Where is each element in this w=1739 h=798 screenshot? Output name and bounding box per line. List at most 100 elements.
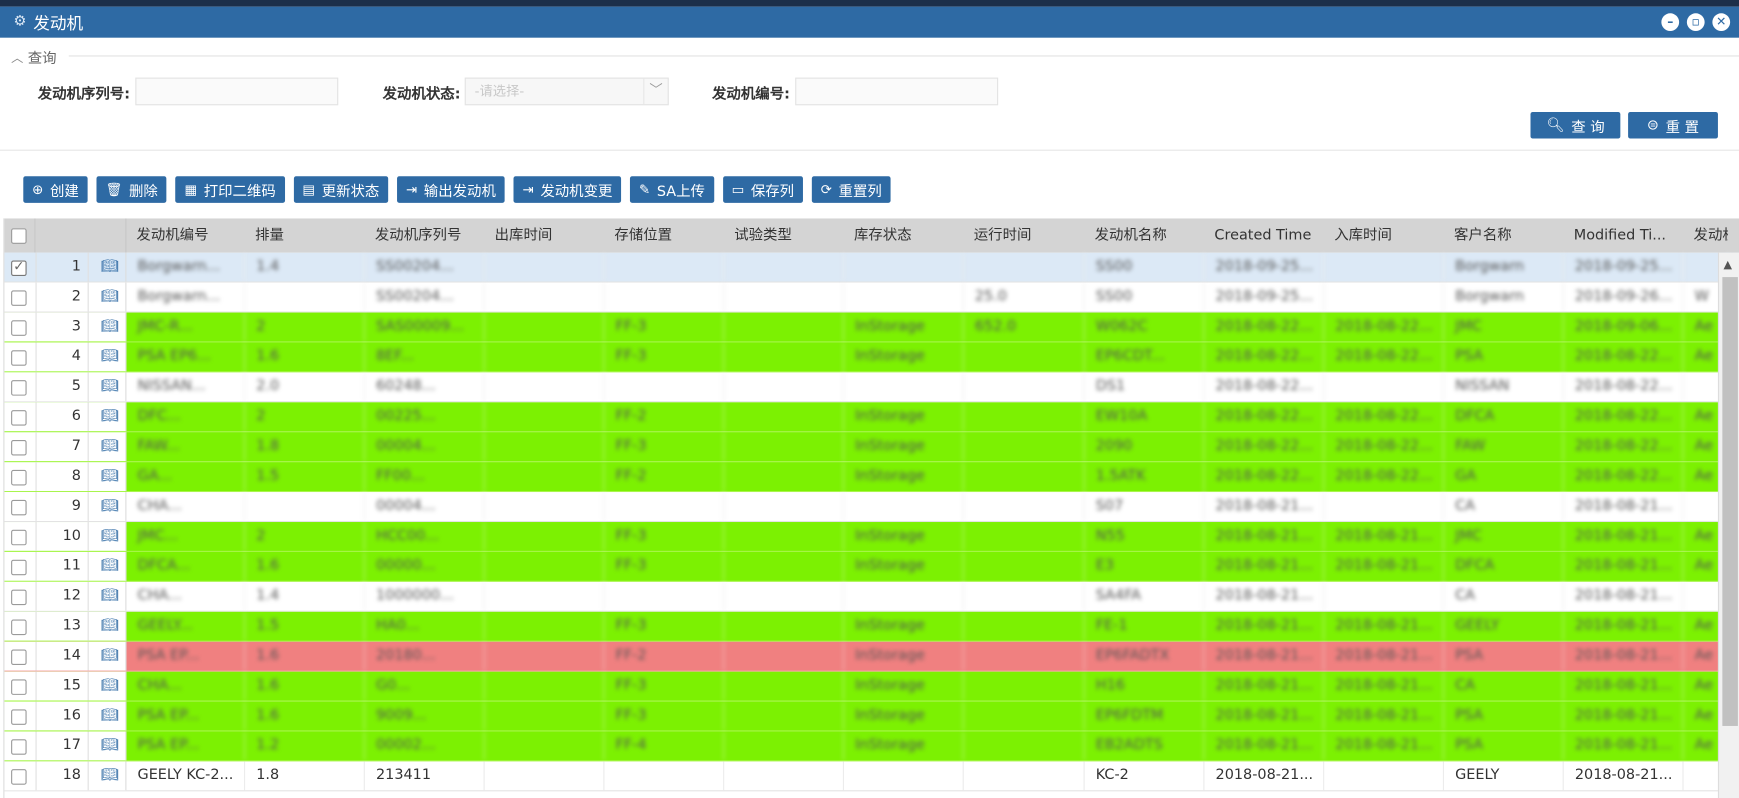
row-checkbox[interactable] bbox=[11, 649, 27, 665]
status-select[interactable]: -请选择- ﹀ bbox=[464, 77, 669, 106]
book-icon[interactable]: 📖︎ bbox=[100, 707, 119, 724]
table-row[interactable]: 4 📖︎ PSA EP6... 1.6 8EF... FF-3 InStorage EP6CD… bbox=[4, 342, 1739, 373]
book-icon[interactable]: 📖︎ bbox=[100, 437, 119, 455]
column-header[interactable]: 发动机名称 bbox=[1094, 227, 1167, 244]
maximize-icon[interactable]: ▫ bbox=[1686, 13, 1705, 32]
table-row[interactable]: 9 📖︎ CHA... 00004... S07 2018-08-21... CA 2018-… bbox=[4, 492, 1739, 523]
row-checkbox[interactable] bbox=[11, 320, 27, 336]
serial-input[interactable] bbox=[135, 77, 339, 106]
row-checkbox[interactable] bbox=[11, 499, 27, 516]
book-icon[interactable]: 📖︎ bbox=[100, 587, 119, 605]
table-row[interactable]: 18 📖︎ GEELY KC-2... 1.8 213411 KC-2 2018-08-21… bbox=[4, 761, 1739, 792]
select-all-checkbox[interactable] bbox=[11, 227, 27, 244]
row-checkbox[interactable] bbox=[11, 440, 27, 456]
book-icon[interactable]: 📖︎ bbox=[100, 258, 119, 275]
row-checkbox[interactable] bbox=[11, 258, 27, 276]
row-checkbox[interactable] bbox=[11, 589, 27, 606]
book-icon[interactable]: 📖︎ bbox=[100, 288, 119, 305]
reset-columns-button[interactable]: ⟳ 重置列 bbox=[811, 176, 891, 203]
select-all-cell[interactable] bbox=[4, 218, 36, 253]
book-icon[interactable]: 📖︎ bbox=[100, 348, 119, 365]
row-checkbox[interactable] bbox=[11, 469, 27, 486]
row-checkbox[interactable] bbox=[11, 380, 27, 396]
row-checkbox-cell[interactable] bbox=[11, 349, 27, 367]
table-row[interactable]: 8 📖︎ GA... 1.5 FF00... FF-2 InStorage 1.5ATK 201… bbox=[4, 462, 1739, 493]
book-icon[interactable]: 📖︎ bbox=[100, 497, 119, 515]
row-checkbox[interactable] bbox=[11, 739, 27, 755]
book-icon[interactable]: 📖︎ bbox=[100, 527, 119, 545]
column-header[interactable]: 发动机编号 bbox=[136, 227, 209, 244]
update-status-button[interactable]: ▤ 更新状态 bbox=[293, 176, 389, 203]
row-checkbox[interactable] bbox=[11, 529, 27, 546]
row-checkbox-cell[interactable] bbox=[11, 768, 27, 786]
book-icon[interactable]: 📖︎ bbox=[100, 617, 119, 634]
book-icon[interactable]: 📖︎ bbox=[100, 467, 119, 485]
column-header[interactable]: 入库时间 bbox=[1334, 227, 1392, 244]
row-checkbox-cell[interactable] bbox=[11, 618, 27, 636]
query-section-toggle[interactable]: ︿ 查询 bbox=[11, 47, 56, 67]
column-header[interactable]: 库存状态 bbox=[853, 227, 912, 244]
table-row[interactable]: 3 📖︎ JMC-R... 2 SAS00009... FF-3 InStorage 652.… bbox=[4, 312, 1739, 343]
export-engine-button[interactable]: ⇥ 输出发动机 bbox=[397, 176, 505, 203]
table-row[interactable]: 7 📖︎ FAW... 1.8 00004... FF-3 InStorage 2090 201… bbox=[4, 432, 1739, 463]
column-header[interactable]: Modified Ti... bbox=[1573, 227, 1666, 244]
table-row[interactable]: 5 📖︎ NISSAN... 2.0 60248... DS1 2018-08-22... N… bbox=[4, 372, 1739, 403]
table-row[interactable]: 17 📖︎ PSA EP... 1.2 00002... FF-4 InStorage EB2… bbox=[4, 731, 1739, 762]
row-checkbox-cell[interactable] bbox=[11, 319, 27, 337]
row-checkbox-cell[interactable] bbox=[11, 648, 27, 666]
row-checkbox[interactable] bbox=[11, 679, 27, 695]
column-header[interactable]: 存储位置 bbox=[614, 227, 673, 244]
table-row[interactable]: 12 📖︎ CHA... 1.4 1000000... SA4FA 2018-08-21..… bbox=[4, 581, 1739, 612]
book-icon[interactable]: 📖︎ bbox=[100, 737, 119, 754]
book-icon[interactable]: 📖︎ bbox=[100, 377, 119, 395]
table-row[interactable]: 15 📖︎ CHA... 1.6 G0... FF-3 InStorage H16 2018-0… bbox=[4, 671, 1739, 702]
book-icon[interactable]: 📖︎ bbox=[100, 766, 119, 784]
scroll-thumb[interactable] bbox=[1722, 277, 1738, 726]
book-icon[interactable]: 📖︎ bbox=[100, 677, 119, 694]
row-checkbox[interactable] bbox=[11, 410, 27, 426]
column-header[interactable]: 发动机 bbox=[1693, 227, 1728, 244]
book-icon[interactable]: 📖︎ bbox=[100, 318, 119, 335]
row-checkbox-cell[interactable] bbox=[11, 678, 27, 696]
sa-upload-button[interactable]: ✎ SA上传 bbox=[630, 176, 714, 203]
row-checkbox-cell[interactable] bbox=[11, 589, 27, 607]
row-checkbox-cell[interactable] bbox=[11, 469, 27, 487]
row-checkbox[interactable] bbox=[11, 709, 27, 725]
row-checkbox-cell[interactable] bbox=[11, 499, 27, 517]
column-header[interactable]: Created Time bbox=[1214, 227, 1312, 244]
search-button[interactable]: 🔍︎ 查 询 bbox=[1530, 111, 1621, 139]
create-button[interactable]: ⊕ 创建 bbox=[23, 176, 88, 203]
close-icon[interactable]: ✕ bbox=[1712, 13, 1731, 32]
print-qr-button[interactable]: ▦ 打印二维码 bbox=[175, 176, 285, 203]
row-checkbox[interactable] bbox=[11, 350, 27, 366]
row-checkbox-cell[interactable] bbox=[11, 289, 27, 307]
minimize-icon[interactable]: – bbox=[1661, 13, 1680, 32]
row-checkbox[interactable] bbox=[11, 769, 27, 785]
engine-change-button[interactable]: ⇥ 发动机变更 bbox=[513, 176, 622, 203]
column-header[interactable]: 运行时间 bbox=[973, 227, 1032, 244]
table-row[interactable]: 13 📖︎ GEELY... 1.5 HA0... FF-3 InStorage FE-1 20… bbox=[4, 611, 1739, 642]
vertical-scrollbar[interactable]: ▲ bbox=[1717, 252, 1739, 798]
column-header[interactable]: 出库时间 bbox=[494, 227, 553, 244]
table-row[interactable]: 6 📖︎ DFC... 2 00225... FF-2 InStorage EW10A 2018… bbox=[4, 402, 1739, 433]
book-icon[interactable]: 📖︎ bbox=[100, 407, 119, 425]
number-input[interactable] bbox=[795, 77, 999, 106]
row-checkbox-cell[interactable] bbox=[11, 738, 27, 756]
table-row[interactable]: 16 📖︎ PSA EP... 1.6 9009... FF-3 InStorage EP6F… bbox=[4, 701, 1739, 732]
save-columns-button[interactable]: ▭ 保存列 bbox=[722, 176, 803, 203]
row-checkbox[interactable] bbox=[11, 290, 27, 306]
book-icon[interactable]: 📖︎ bbox=[100, 557, 119, 575]
delete-button[interactable]: 🗑︎ 删除 bbox=[96, 176, 167, 203]
row-checkbox[interactable] bbox=[11, 619, 27, 636]
column-header[interactable]: 发动机序列号 bbox=[374, 227, 462, 244]
table-row[interactable]: 1📖︎Borgwarn...1.4SS00204...SS002018-09-2… bbox=[4, 252, 1739, 283]
row-checkbox-cell[interactable] bbox=[11, 409, 27, 427]
column-header[interactable]: 试验类型 bbox=[734, 227, 792, 244]
row-checkbox-cell[interactable] bbox=[11, 559, 27, 577]
scroll-up-icon[interactable]: ▲ bbox=[1723, 259, 1733, 272]
row-checkbox-cell[interactable] bbox=[11, 258, 27, 277]
column-header[interactable]: 排量 bbox=[255, 227, 284, 244]
reset-button[interactable]: ⊜ 重 置 bbox=[1628, 111, 1718, 139]
row-checkbox[interactable] bbox=[11, 559, 27, 576]
table-row[interactable]: 2 📖︎ Borgwarn... SS00204... 25.0 SS00 2018-09-… bbox=[4, 282, 1739, 313]
